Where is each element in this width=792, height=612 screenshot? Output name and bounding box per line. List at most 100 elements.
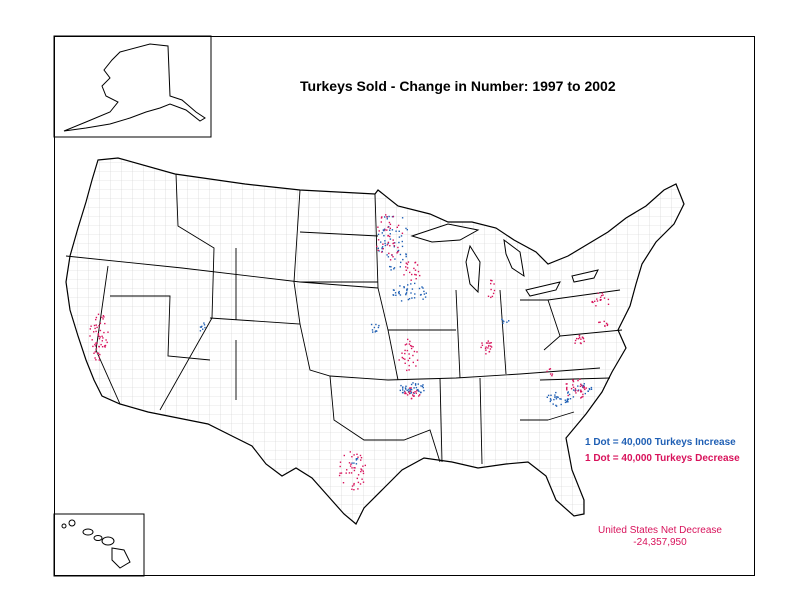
map-dot	[566, 401, 568, 403]
map-dot	[576, 337, 578, 340]
map-dot	[389, 265, 391, 268]
map-dot	[552, 403, 554, 405]
map-dot	[380, 217, 383, 219]
map-dot	[485, 346, 487, 348]
map-dot	[97, 313, 100, 315]
map-dot	[362, 470, 364, 472]
map-dot	[404, 392, 406, 395]
map-dot	[415, 365, 417, 367]
map-dot	[551, 373, 554, 375]
map-dot	[353, 482, 355, 485]
map-dot	[384, 244, 387, 247]
map-dot	[362, 481, 365, 483]
map-dot	[573, 389, 575, 391]
map-dot	[583, 386, 585, 388]
map-dot	[582, 337, 585, 340]
map-dot	[106, 341, 108, 344]
map-dot	[412, 361, 414, 364]
map-dot	[415, 274, 417, 276]
map-dot	[550, 399, 552, 401]
map-dot	[605, 322, 608, 325]
map-dot	[607, 303, 610, 305]
map-dot	[416, 390, 418, 392]
map-dot	[567, 392, 569, 394]
map-dot	[408, 343, 411, 345]
map-dot	[93, 331, 95, 333]
map-dot	[548, 368, 551, 370]
map-dot	[95, 342, 97, 344]
map-dot	[410, 345, 413, 347]
map-dot	[92, 345, 94, 348]
map-dot	[481, 342, 483, 344]
map-dot	[405, 269, 407, 271]
map-dot	[595, 305, 597, 307]
map-dot	[398, 290, 400, 293]
map-dot	[353, 454, 355, 456]
map-dot	[414, 262, 416, 264]
map-dot	[551, 375, 553, 377]
map-dot	[407, 359, 409, 362]
map-dot	[416, 389, 418, 391]
map-dot	[418, 287, 421, 290]
map-dot	[491, 295, 494, 298]
map-dot	[567, 398, 570, 400]
map-dot	[566, 398, 569, 400]
map-dot	[392, 215, 394, 218]
map-dot	[577, 338, 580, 340]
map-dot	[98, 325, 100, 327]
map-dot	[345, 472, 347, 474]
map-dot	[398, 241, 400, 244]
map-dot	[203, 322, 205, 324]
map-dot	[389, 229, 391, 231]
map-dot	[351, 485, 354, 487]
map-dot	[393, 245, 396, 247]
map-dot	[359, 454, 362, 457]
map-dot	[413, 395, 415, 397]
legend-increase: 1 Dot = 40,000 Turkeys Increase	[585, 437, 736, 448]
map-dot	[420, 391, 422, 394]
map-dot	[401, 245, 404, 248]
map-dot	[574, 388, 577, 390]
map-dot	[377, 226, 379, 228]
map-dot	[493, 289, 496, 292]
map-dot	[412, 394, 414, 396]
map-dot	[97, 333, 100, 335]
map-dot	[386, 254, 388, 256]
map-dot	[417, 270, 420, 273]
map-dot	[396, 252, 398, 254]
map-dot	[399, 266, 401, 268]
map-dot	[549, 368, 552, 370]
map-dot	[382, 243, 384, 245]
map-dot	[408, 391, 410, 393]
map-dot	[405, 292, 408, 294]
map-dot	[361, 478, 363, 480]
map-dot	[351, 467, 353, 469]
map-dot	[404, 391, 406, 393]
map-dot	[360, 459, 362, 461]
map-dot	[564, 401, 567, 404]
map-dot	[412, 346, 414, 348]
map-dot	[487, 347, 489, 349]
map-dot	[488, 351, 490, 353]
legend-decrease: 1 Dot = 40,000 Turkeys Decrease	[585, 453, 740, 464]
map-dot	[417, 389, 419, 391]
map-dot	[389, 223, 392, 225]
map-dot	[587, 390, 589, 392]
map-dot	[94, 351, 96, 353]
map-dot	[395, 230, 397, 232]
map-dot	[408, 357, 411, 359]
map-dot	[410, 387, 412, 389]
map-dot	[98, 356, 100, 358]
map-dot	[415, 386, 418, 389]
map-dot	[199, 326, 202, 328]
map-dot	[377, 247, 379, 249]
map-dot	[554, 396, 556, 398]
map-dot	[374, 331, 376, 333]
alaska-shape	[63, 43, 206, 132]
map-dot	[99, 329, 102, 332]
map-dot	[502, 319, 504, 322]
map-dot	[351, 462, 353, 464]
map-dot	[406, 289, 408, 292]
map-dot	[389, 238, 392, 240]
map-dot	[592, 301, 594, 304]
